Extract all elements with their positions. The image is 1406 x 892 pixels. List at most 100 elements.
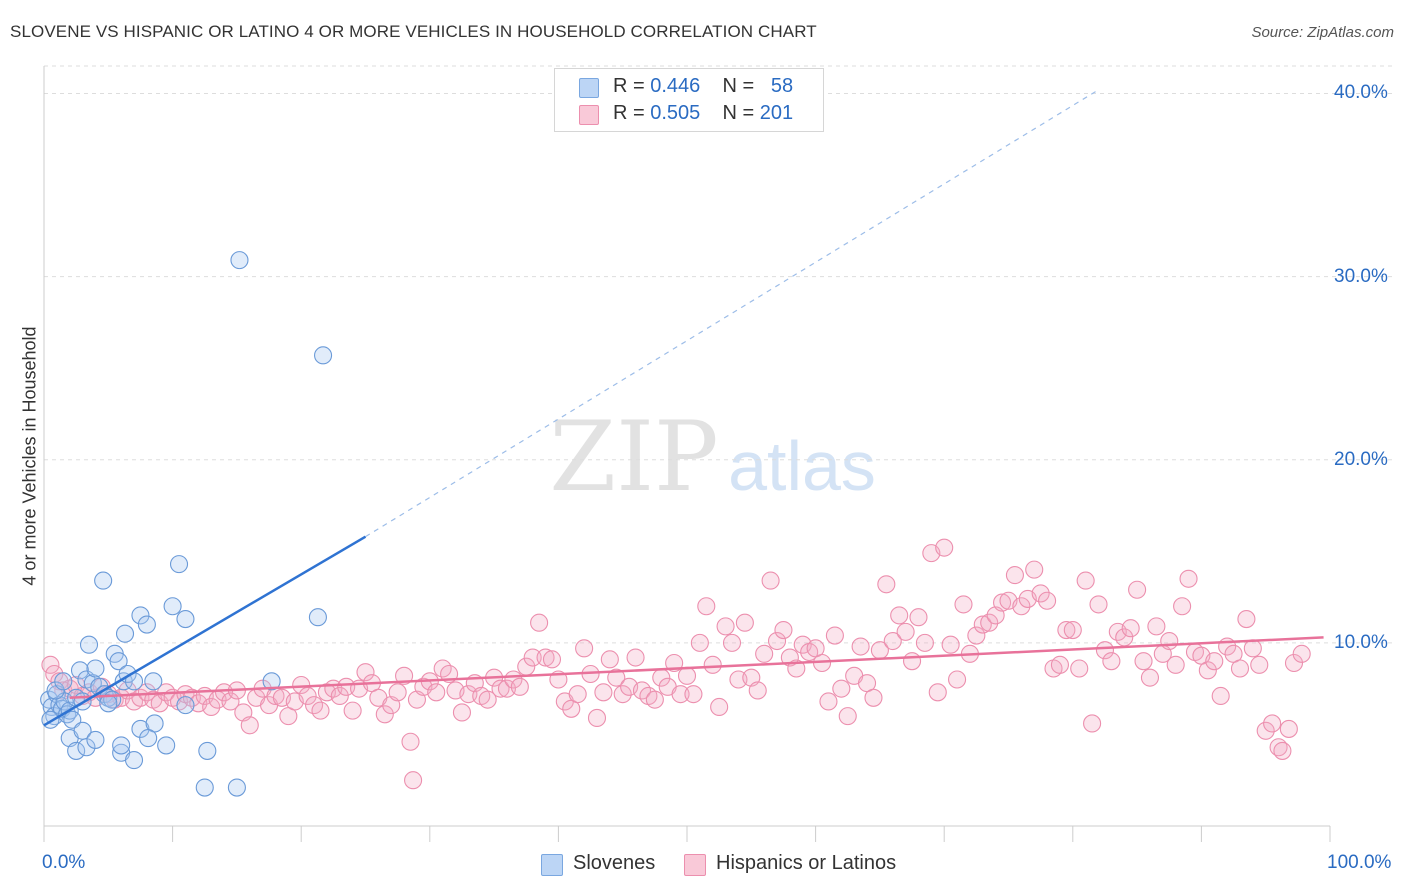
point-hispanics [819,692,838,711]
point-hispanics [883,631,902,651]
point-hispanics [491,679,510,698]
point-hispanics [935,538,954,557]
point-hispanics [1005,566,1024,585]
point-hispanics [941,635,960,654]
point-slovenes [46,681,65,700]
point-slovenes [157,736,176,755]
point-slovenes [67,741,86,760]
point-hispanics [478,690,497,709]
point-hispanics [697,597,716,616]
point-hispanics [568,685,587,704]
legend-n-value: 58 [770,75,794,97]
point-hispanics [851,637,870,656]
point-hispanics [1284,653,1304,673]
point-hispanics [137,683,156,702]
point-hispanics [1292,644,1311,663]
legend-n-label: N = [722,75,755,97]
point-hispanics [710,697,729,717]
point-slovenes [195,778,214,797]
point-hispanics [755,644,774,663]
point-hispanics [1256,721,1275,740]
bottom-legend-swatch-hispanics [684,854,706,876]
point-hispanics [530,613,549,632]
y-axis-label: 4 or more Vehicles in Household [19,326,40,586]
point-hispanics [877,575,896,594]
point-hispanics [1031,584,1050,603]
point-hispanics [748,681,767,700]
point-hispanics [1230,659,1250,678]
point-hispanics [1076,571,1095,590]
point-hispanics [1166,655,1185,674]
legend-r-value: 0.446 [650,75,701,97]
point-slovenes [198,741,217,760]
point-hispanics [1160,631,1179,651]
point-hispanics [1173,597,1192,616]
point-hispanics [427,683,446,702]
legend-r-label: R = [613,75,645,97]
y-tick-label: 20.0% [1334,448,1388,470]
y-tick-label: 10.0% [1334,631,1388,653]
point-hispanics [1140,668,1160,687]
x-tick-label-max: 100.0% [1327,852,1392,873]
point-hispanics [703,655,722,674]
legend-r-label: R = [613,102,645,124]
chart-title: SLOVENE VS HISPANIC OR LATINO 4 OR MORE … [10,22,817,41]
point-hispanics [343,701,362,720]
point-hispanics [1237,610,1256,629]
point-hispanics [510,677,529,696]
trend-lines [43,535,1324,727]
point-hispanics [1211,686,1230,706]
point-hispanics [600,650,619,669]
point-hispanics [613,685,632,704]
trend-dashed-layer [365,89,1099,538]
point-hispanics [761,571,780,590]
grid-lines [44,65,1392,644]
point-hispanics [575,639,594,658]
point-hispanics [1128,580,1147,599]
point-hispanics [1063,620,1082,640]
point-hispanics [909,608,928,627]
point-hispanics [1134,652,1153,671]
point-hispanics [523,648,542,667]
y-tick-label: 30.0% [1334,265,1388,287]
trend-line-slovenes-extension [365,89,1099,538]
point-hispanics [825,626,844,645]
point-slovenes [79,635,99,654]
point-hispanics [401,732,420,751]
point-slovenes [169,555,189,574]
points-layer [40,251,1311,797]
point-hispanics [41,655,60,674]
point-hispanics [536,648,555,667]
point-hispanics [587,708,607,728]
point-slovenes [176,610,195,629]
point-hispanics [690,633,709,652]
point-hispanics [838,707,857,726]
point-hispanics [1205,652,1224,671]
source-credit: Source: ZipAtlas.com [1251,24,1394,41]
point-hispanics [1025,560,1044,579]
point-hispanics [1147,617,1166,636]
point-hispanics [607,668,626,687]
point-slovenes [115,624,135,643]
point-hispanics [375,705,394,724]
point-hispanics [787,659,806,678]
point-hispanics [311,701,330,720]
point-hispanics [240,716,259,735]
bottom-legend-label-hispanics: Hispanics or Latinos [716,852,897,874]
point-hispanics [722,633,742,652]
point-hispanics [774,620,793,640]
point-hispanics [395,666,414,685]
watermark: ZIP atlas [549,401,876,513]
point-hispanics [356,663,375,682]
point-slovenes [230,251,249,270]
point-hispanics [1095,641,1114,660]
point-slovenes [163,597,182,616]
axes [43,66,1331,842]
point-hispanics [735,613,754,632]
point-hispanics [1057,620,1076,640]
point-slovenes [137,615,156,634]
bottom-legend-swatch-slovenes [541,854,563,876]
watermark-zip: ZIP [549,401,718,513]
point-hispanics [890,606,909,625]
